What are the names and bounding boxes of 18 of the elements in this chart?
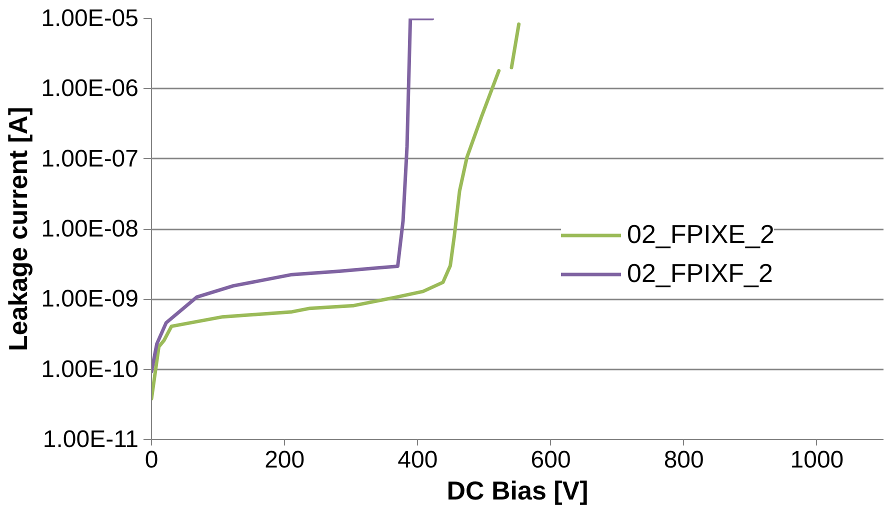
- x-tick-label: 600: [530, 446, 571, 474]
- y-tick-label: 1.00E-06: [41, 75, 138, 102]
- x-tick-label: 400: [398, 446, 438, 474]
- y-tick-label: 1.00E-07: [41, 145, 138, 172]
- legend-label: 02_FPIXE_2: [627, 219, 774, 250]
- y-tick-label: 1.00E-11: [42, 426, 138, 453]
- line-series: [152, 18, 434, 374]
- x-axis-title: DC Bias [V]: [446, 476, 588, 506]
- legend-label: 02_FPIXF_2: [627, 258, 773, 289]
- y-tick-label: 1.00E-10: [41, 356, 138, 383]
- y-tick-label: 1.00E-09: [41, 286, 138, 313]
- x-tick-label: 0: [144, 446, 158, 474]
- y-tick-label: 1.00E-05: [41, 5, 138, 32]
- y-axis-title: Leakage current [A]: [3, 106, 34, 352]
- x-tick-label: 800: [664, 446, 704, 474]
- y-tick-label: 1.00E-08: [41, 216, 138, 242]
- x-tick-label: 1000: [790, 446, 844, 474]
- x-tick-label: 200: [264, 446, 305, 474]
